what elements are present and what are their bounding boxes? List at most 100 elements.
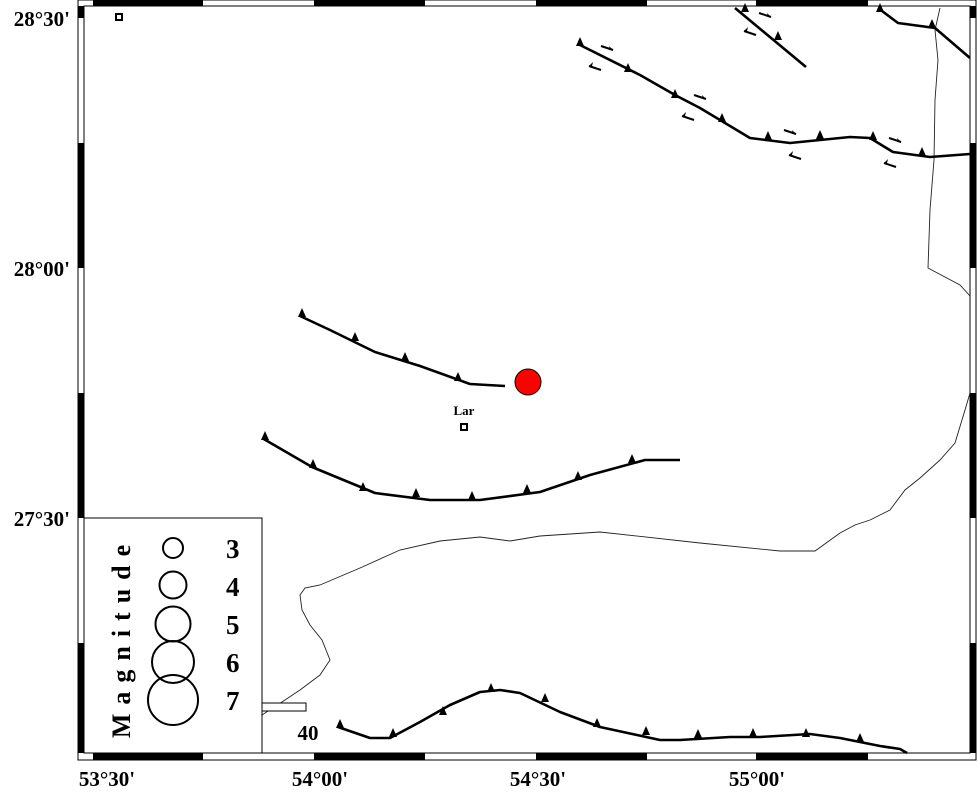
scale-bar <box>261 702 307 712</box>
thrust-triangle <box>336 719 344 728</box>
strike-slip-arrowhead <box>682 112 686 116</box>
frame-bar <box>970 393 976 518</box>
thrust-triangle <box>628 454 636 463</box>
lat-label: 28°00' <box>14 257 70 281</box>
frame-bar <box>536 753 647 760</box>
strike-slip-arrowhead <box>792 130 796 134</box>
thrust-triangle <box>741 3 749 12</box>
lat-label: 27°30' <box>14 507 70 531</box>
strike-slip-arrowhead <box>589 62 593 66</box>
coastline-south <box>261 392 971 716</box>
city-marker <box>115 13 123 21</box>
thrust-triangle <box>918 147 926 156</box>
thrust-triangle <box>802 728 810 737</box>
strike-slip-arrowhead <box>789 151 793 155</box>
thrust-triangle <box>928 19 936 28</box>
thrust-triangle <box>574 471 582 480</box>
thrust-triangle <box>694 729 702 738</box>
thrust-triangle <box>624 63 632 72</box>
thrust-triangle <box>869 131 877 140</box>
coastline-north <box>927 7 971 297</box>
strike-slip-arrow <box>883 162 897 168</box>
thrust-triangle <box>642 726 650 735</box>
thrust-triangle <box>359 482 367 491</box>
strike-slip-arrowhead <box>609 46 613 50</box>
lat-label: 28°30' <box>14 7 70 31</box>
strike-slip-arrow <box>681 115 695 121</box>
frame-bar <box>536 0 647 6</box>
strike-slip-arrowhead <box>744 27 748 31</box>
legend-label-4: 4 <box>226 572 240 602</box>
lon-label: 55°00' <box>729 767 785 791</box>
magnitude-legend: Magnitude 3 4 5 6 7 <box>83 517 263 754</box>
frame-bar <box>970 643 976 753</box>
lon-label: 54°30' <box>510 767 566 791</box>
scale-bar-label: 40 <box>298 721 319 745</box>
strike-slip-arrow <box>588 65 602 71</box>
thrust-triangle <box>401 352 409 361</box>
frame-bar <box>93 753 203 760</box>
lon-label: 53°30' <box>79 767 135 791</box>
thrust-triangle <box>816 130 824 139</box>
lon-label: 54°00' <box>292 767 348 791</box>
thrust-triangle <box>468 491 476 500</box>
thrust-triangle <box>389 728 397 737</box>
legend-title: Magnitude <box>107 536 136 738</box>
thrust-triangle <box>523 484 531 493</box>
frame-bar <box>970 6 976 18</box>
thrust-triangle <box>718 113 726 122</box>
thrust-triangle <box>439 706 447 715</box>
thrust-triangle <box>412 488 420 497</box>
legend-circle-4 <box>158 570 188 600</box>
legend-circle-3 <box>162 537 184 559</box>
legend-label-5: 5 <box>226 610 240 640</box>
thrust-fault <box>577 42 971 159</box>
legend-circle-6 <box>151 640 195 684</box>
thrust-triangle <box>261 431 269 440</box>
strike-slip-arrowhead <box>884 159 888 163</box>
thrust-triangle <box>593 718 601 727</box>
frame-bar <box>78 393 84 518</box>
thrust-fault <box>734 7 807 68</box>
thrust-triangle <box>764 131 772 140</box>
frame-bar <box>314 753 425 760</box>
thrust-triangle <box>351 332 359 341</box>
thrust-triangle <box>541 693 549 702</box>
thrust-triangle <box>671 89 679 98</box>
frame-bar <box>756 0 868 6</box>
thrust-triangle <box>876 3 884 12</box>
faults <box>261 3 971 755</box>
legend-circle-7 <box>147 674 199 726</box>
frame-bar <box>756 753 868 760</box>
thrust-fault <box>877 6 971 59</box>
thrust-triangle <box>774 31 782 40</box>
legend-label-7: 7 <box>226 686 240 716</box>
legend-label-6: 6 <box>226 648 240 678</box>
thrust-triangle <box>298 308 306 317</box>
thrust-triangle <box>856 733 864 742</box>
thrust-triangle <box>576 37 584 46</box>
city-label-lar: Lar <box>454 403 475 418</box>
map-frame <box>77 0 977 761</box>
epicenter-marker <box>514 368 542 396</box>
thrust-fault <box>337 688 908 755</box>
strike-slip-arrow <box>743 30 757 36</box>
thrust-fault <box>299 314 506 388</box>
strike-slip-arrowhead <box>767 13 771 17</box>
frame-bar <box>78 6 84 18</box>
frame-bar <box>78 143 84 268</box>
frame-bar <box>93 0 203 6</box>
legend-label-3: 3 <box>226 534 240 564</box>
strike-slip-arrowhead <box>702 95 706 99</box>
frame-bar <box>314 0 425 6</box>
thrust-triangle <box>749 728 757 737</box>
thrust-triangle <box>454 372 462 381</box>
city-marker-lar <box>460 423 468 431</box>
frame-bar <box>970 143 976 268</box>
strike-slip-arrow <box>788 154 802 160</box>
frame-bar <box>78 643 84 753</box>
thrust-triangle <box>309 459 317 468</box>
thrust-fault <box>261 436 680 502</box>
strike-slip-arrowhead <box>897 138 901 142</box>
